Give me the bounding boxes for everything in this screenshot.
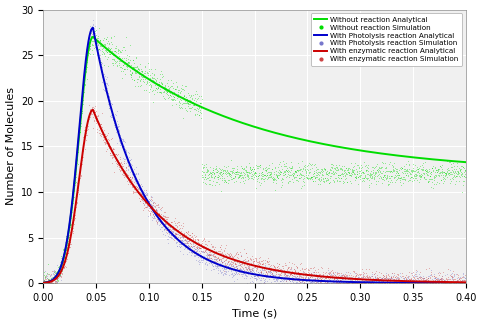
Legend: Without reaction Analytical, Without reaction Simulation, With Photolysis reacti: Without reaction Analytical, Without rea… <box>311 13 462 66</box>
X-axis label: Time (s): Time (s) <box>232 308 277 318</box>
Y-axis label: Number of Molecules: Number of Molecules <box>6 87 15 205</box>
